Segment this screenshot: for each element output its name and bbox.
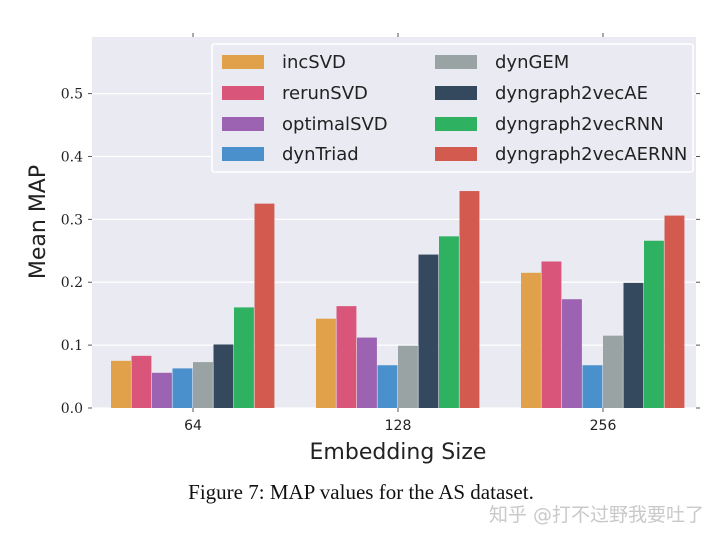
bar-dynGEM-128 xyxy=(398,345,418,408)
bar-dynTriad-256 xyxy=(582,365,603,408)
bar-dyngraph2vecAE-256 xyxy=(623,282,644,408)
bars xyxy=(111,191,685,408)
legend-swatch-dyngraph2vecAERNN xyxy=(435,147,477,161)
bar-rerunSVD-64 xyxy=(131,355,152,408)
x-tick-label: 128 xyxy=(385,418,412,434)
y-tick-label: 0.1 xyxy=(61,338,83,354)
legend-label-dynTriad: dynTriad xyxy=(282,144,359,165)
y-tick-label: 0.2 xyxy=(61,275,83,291)
bar-dynGEM-64 xyxy=(193,362,213,408)
legend-label-rerunSVD: rerunSVD xyxy=(282,83,368,104)
bar-dyngraph2vecAERNN-64 xyxy=(254,203,275,408)
bar-incSVD-128 xyxy=(316,318,336,408)
legend-label-dyngraph2vecAE: dyngraph2vecAE xyxy=(495,83,648,104)
bar-chart: 0.0 0.1 0.2 0.3 0.4 0.5 64 128 256 Mean MAP Emb… xyxy=(26,33,700,465)
bar-dyngraph2vecAE-128 xyxy=(418,254,439,408)
y-axis-ticks: 0.0 0.1 0.2 0.3 0.4 0.5 xyxy=(61,87,700,417)
bar-optimalSVD-256 xyxy=(562,299,582,408)
legend-box xyxy=(211,43,694,173)
bar-incSVD-256 xyxy=(521,272,541,408)
x-tick-label: 64 xyxy=(184,418,202,434)
y-axis-label: Mean MAP xyxy=(26,165,51,279)
legend-swatch-rerunSVD xyxy=(222,86,264,100)
legend-swatch-incSVD xyxy=(222,55,264,69)
legend-swatch-dyngraph2vecRNN xyxy=(435,117,477,131)
bar-dyngraph2vecAERNN-256 xyxy=(664,215,685,408)
bar-dyngraph2vecRNN-64 xyxy=(234,307,254,408)
legend-label-dyngraph2vecRNN: dyngraph2vecRNN xyxy=(495,114,664,135)
x-axis-label: Embedding Size xyxy=(310,440,487,465)
bar-dynGEM-256 xyxy=(603,335,623,408)
legend-swatch-dyngraph2vecAE xyxy=(435,86,477,100)
bar-dyngraph2vecRNN-256 xyxy=(644,240,664,408)
bar-dynTriad-128 xyxy=(377,365,398,408)
bar-dyngraph2vecAE-64 xyxy=(213,344,234,408)
bar-optimalSVD-64 xyxy=(152,372,172,408)
bar-rerunSVD-128 xyxy=(336,306,357,408)
legend-swatch-optimalSVD xyxy=(222,117,264,131)
y-tick-label: 0.5 xyxy=(61,87,83,103)
bar-incSVD-64 xyxy=(111,360,131,408)
x-axis-ticks: 64 128 256 xyxy=(184,33,616,434)
y-tick-label: 0.3 xyxy=(61,212,83,228)
bar-rerunSVD-256 xyxy=(541,261,562,408)
figure-caption: Figure 7: MAP values for the AS dataset. xyxy=(188,480,534,504)
y-tick-label: 0.0 xyxy=(61,401,83,417)
legend-swatch-dynTriad xyxy=(222,147,264,161)
x-tick-label: 256 xyxy=(590,418,617,434)
bar-dyngraph2vecAERNN-128 xyxy=(459,191,480,408)
legend-swatch-dynGEM xyxy=(435,55,477,69)
watermark: 知乎 @打不过野我要吐了 xyxy=(488,504,704,526)
legend-label-optimalSVD: optimalSVD xyxy=(282,114,388,135)
legend-label-dynGEM: dynGEM xyxy=(495,52,569,73)
legend-label-dyngraph2vecAERNN: dyngraph2vecAERNN xyxy=(495,144,687,165)
y-tick-label: 0.4 xyxy=(61,149,83,165)
legend: incSVD rerunSVD optimalSVD dynTriad dynGEM dy… xyxy=(211,43,694,173)
bar-dyngraph2vecRNN-128 xyxy=(439,236,459,408)
bar-dynTriad-64 xyxy=(172,368,193,408)
bar-optimalSVD-128 xyxy=(357,337,377,408)
legend-label-incSVD: incSVD xyxy=(282,52,346,73)
